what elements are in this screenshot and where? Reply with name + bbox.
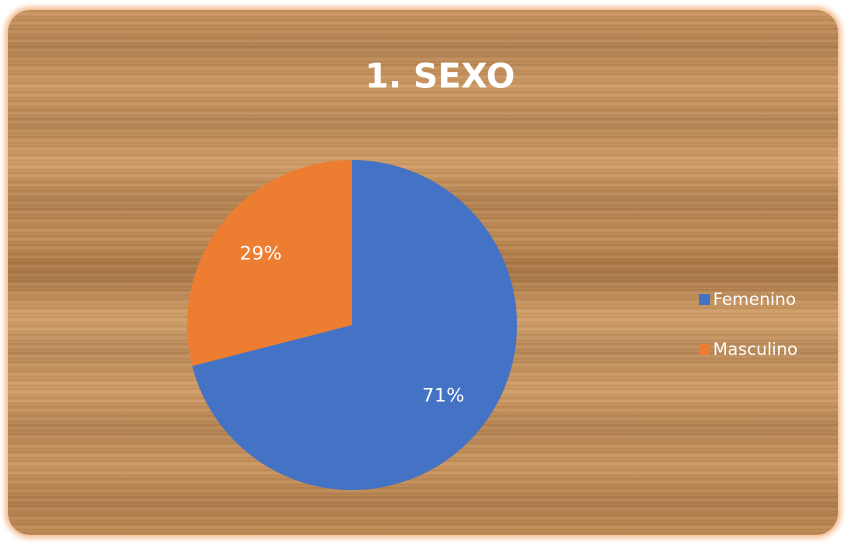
legend-swatch [699, 294, 710, 305]
pie-slice [186, 160, 352, 367]
pie-slice [192, 160, 517, 490]
legend-swatch [699, 344, 710, 355]
legend-label: Femenino [713, 290, 796, 310]
data-label: 71% [422, 384, 464, 406]
legend-label: Masculino [713, 340, 798, 360]
chart-title: 1. SEXO [365, 57, 515, 97]
data-label: 29% [240, 243, 282, 265]
